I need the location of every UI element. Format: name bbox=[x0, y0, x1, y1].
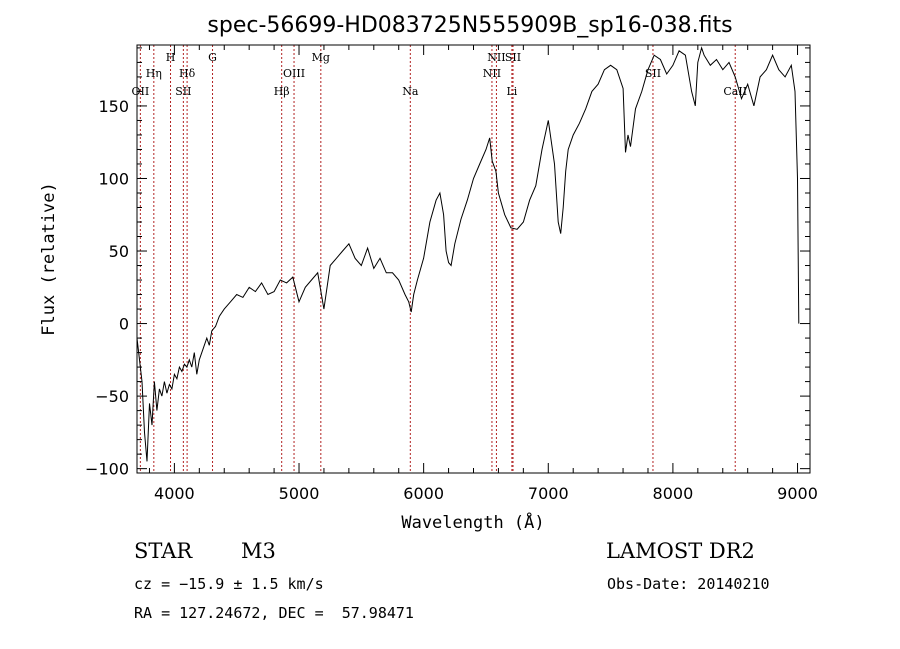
x-tick-label: 6000 bbox=[403, 484, 444, 503]
y-tick-label: 0 bbox=[119, 315, 129, 334]
y-axis-ticks: −100 −50 0 50 100 150 bbox=[85, 47, 810, 479]
spectral-line-label: Hδ bbox=[179, 67, 196, 80]
spectral-line-label: SII bbox=[645, 67, 661, 80]
x-tick-label: 9000 bbox=[777, 484, 818, 503]
coordinates: RA = 127.24672, DEC = 57.98471 bbox=[134, 604, 414, 622]
spectral-line-label: Li bbox=[506, 85, 517, 98]
spectral-line-label: G bbox=[208, 51, 217, 64]
spectral-line-label: Hβ bbox=[274, 85, 290, 98]
redshift-velocity: cz = −15.9 ± 1.5 km/s bbox=[134, 575, 324, 593]
chart-title: spec-56699-HD083725N555909B_sp16-038.fit… bbox=[207, 13, 732, 38]
spectral-line-label: OIII bbox=[283, 67, 305, 80]
survey-name: LAMOST DR2 bbox=[606, 539, 755, 563]
observation-date: Obs-Date: 20140210 bbox=[607, 575, 770, 593]
object-subclass: M3 bbox=[241, 539, 276, 563]
spectral-line-label: Hη bbox=[146, 67, 162, 80]
x-tick-label: 8000 bbox=[653, 484, 694, 503]
spectrum-series-line bbox=[136, 46, 800, 462]
y-tick-label: 100 bbox=[98, 169, 129, 188]
y-tick-label: −50 bbox=[95, 387, 129, 406]
y-tick-label: 150 bbox=[98, 97, 129, 116]
y-axis-label: Flux (relative) bbox=[39, 182, 59, 336]
object-class: STAR bbox=[134, 539, 193, 563]
spectral-line-label: NII bbox=[483, 67, 501, 80]
spectral-line-label: SII bbox=[175, 85, 191, 98]
plot-frame bbox=[136, 44, 811, 474]
x-tick-label: 4000 bbox=[154, 484, 195, 503]
x-axis-ticks: 4000 5000 6000 7000 8000 9000 bbox=[148, 45, 818, 503]
spectral-line-label: Na bbox=[402, 85, 419, 98]
spectral-line-label: Mg bbox=[312, 51, 330, 64]
y-tick-label: 50 bbox=[109, 242, 129, 261]
x-tick-label: 7000 bbox=[528, 484, 569, 503]
x-axis-label: Wavelength (Å) bbox=[401, 511, 544, 533]
spectral-line-label: NII bbox=[487, 51, 505, 64]
spectral-line-markers bbox=[139, 45, 736, 473]
spectral-line-label: H bbox=[166, 51, 176, 64]
y-tick-label: −100 bbox=[85, 460, 129, 479]
x-tick-label: 5000 bbox=[279, 484, 320, 503]
spectral-line-label: CaII bbox=[723, 85, 747, 98]
spectral-line-label: SII bbox=[505, 51, 521, 64]
